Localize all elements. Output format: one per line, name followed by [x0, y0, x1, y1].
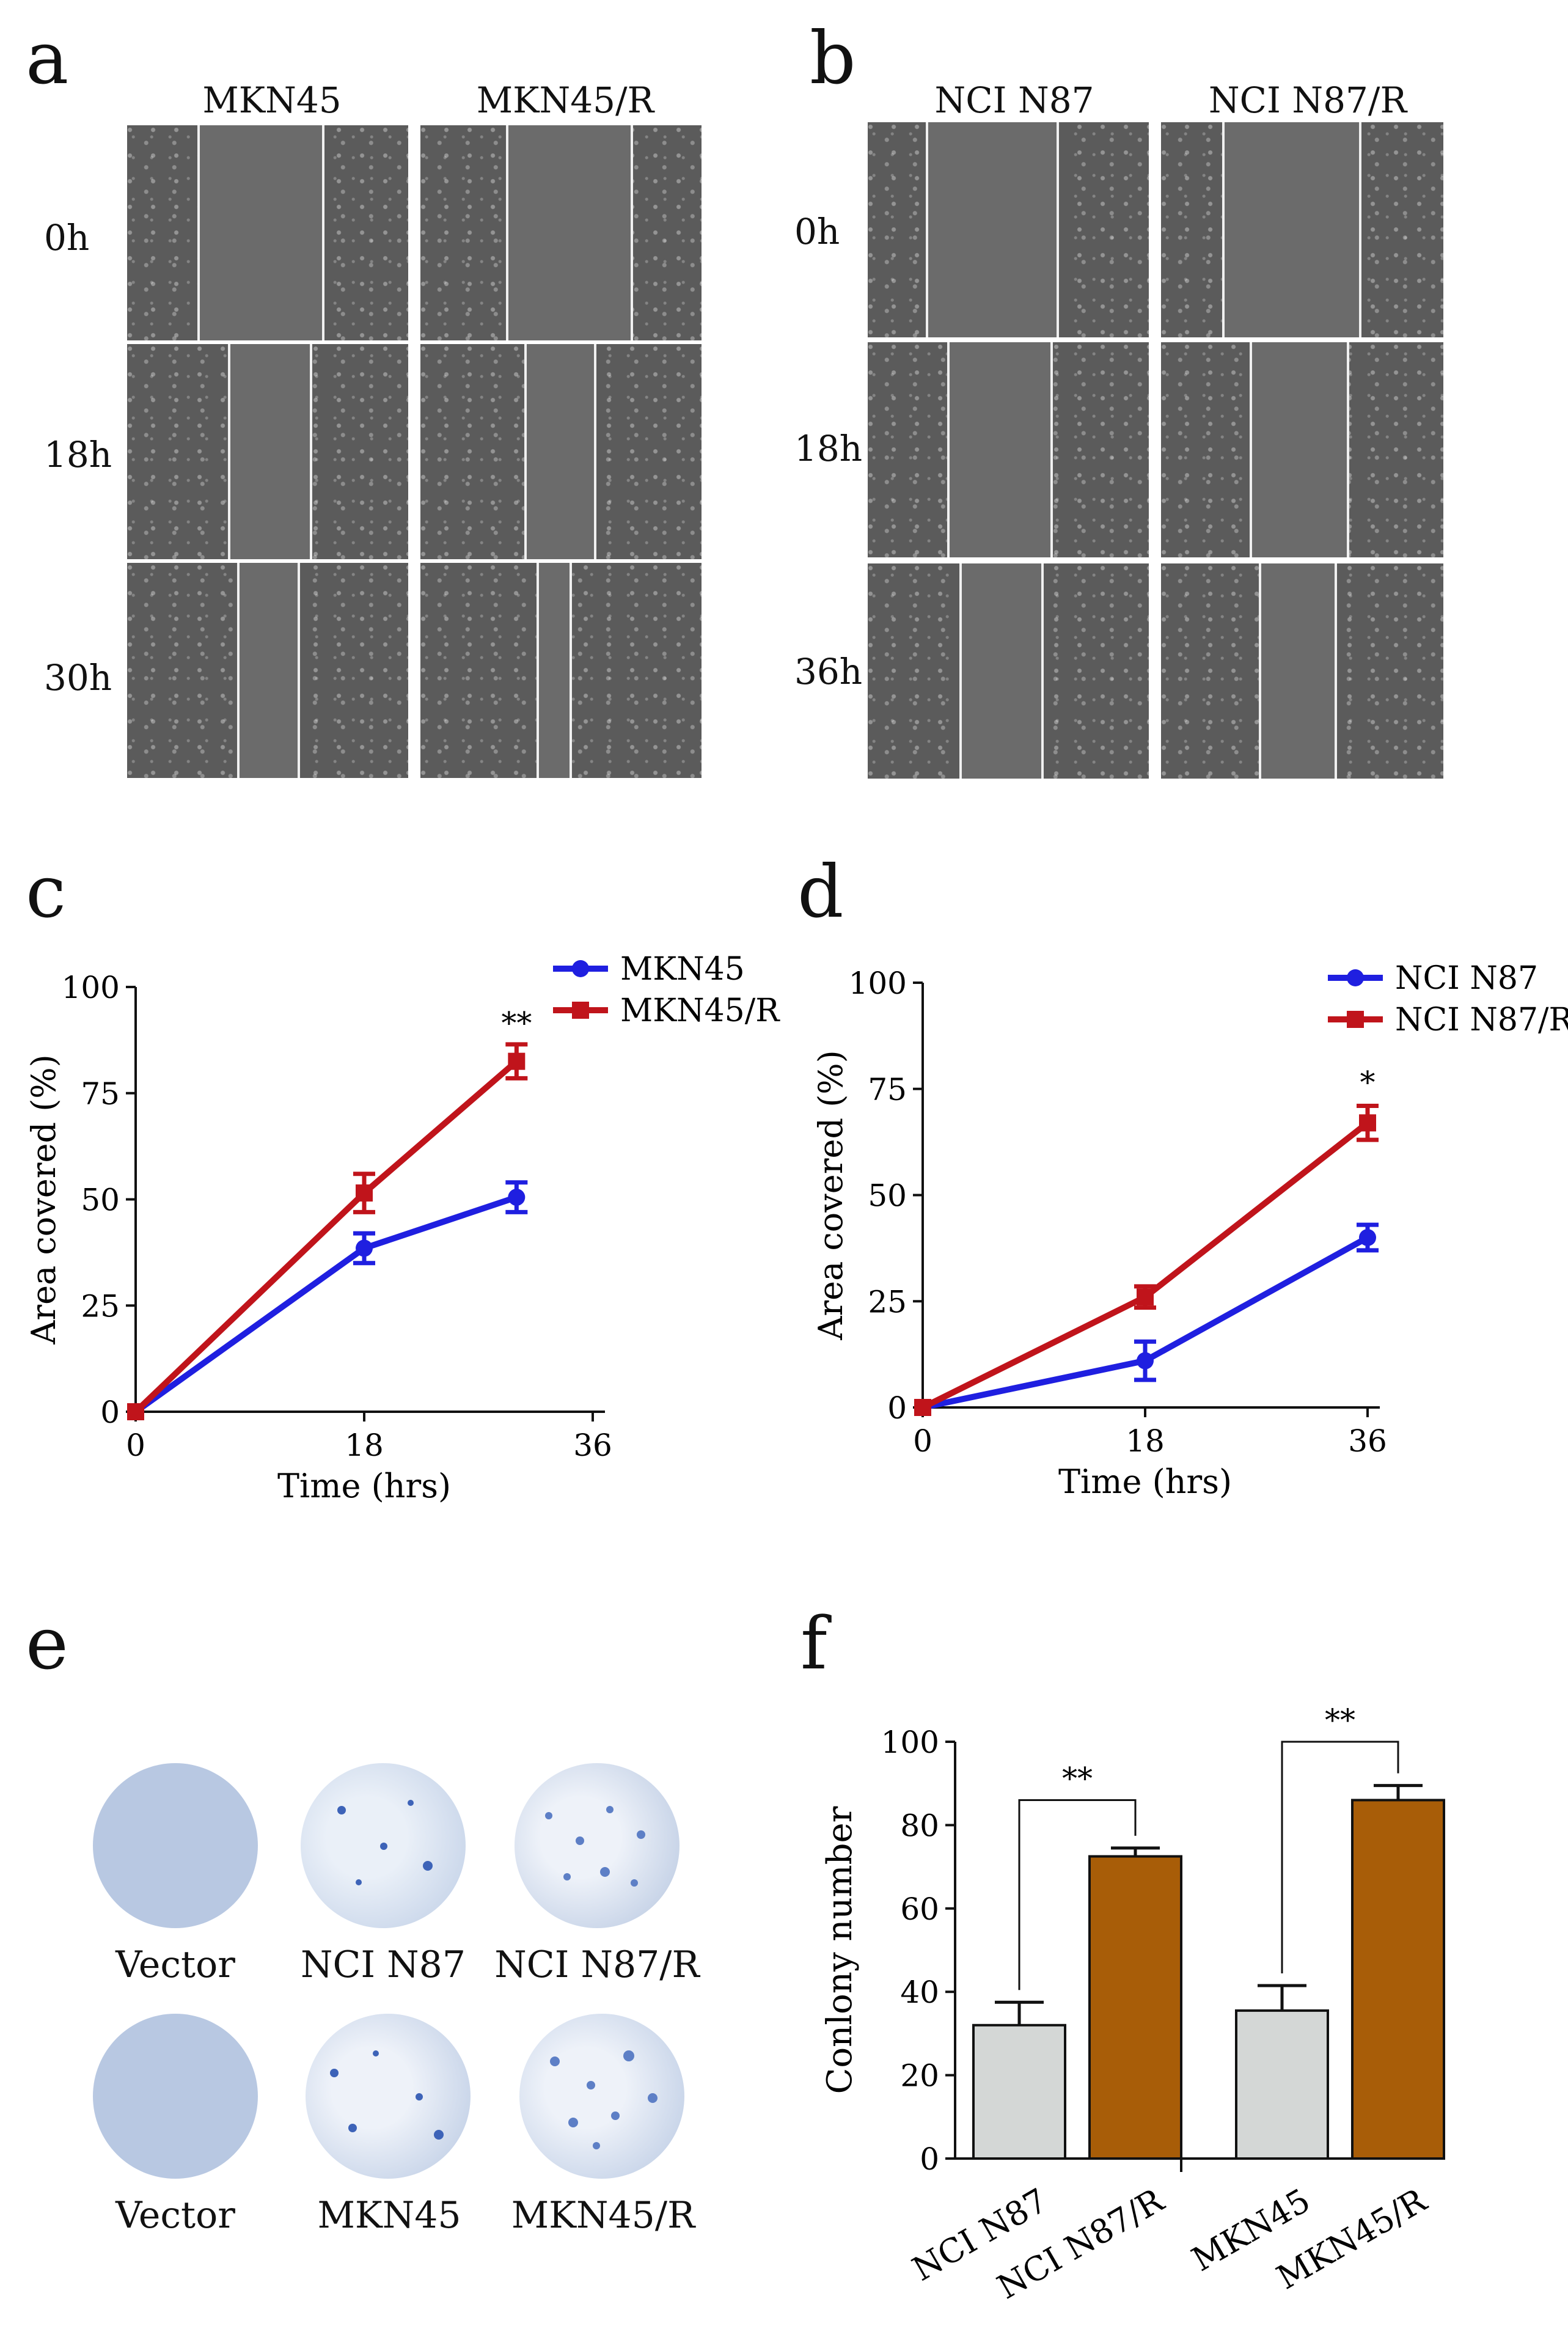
legend-marker — [572, 1002, 589, 1019]
significance-label: ** — [1062, 1761, 1093, 1796]
row-label-0h: 0h — [44, 217, 90, 259]
legend-label: MKN45 — [620, 951, 745, 988]
y-axis-label: Conlony number — [820, 1806, 860, 2094]
dish-label-vector: Vector — [115, 1943, 235, 1986]
y-tick-label: 25 — [868, 1284, 907, 1319]
dish-mkn45 — [306, 2014, 471, 2179]
y-tick-label: 50 — [868, 1178, 907, 1214]
data-point — [127, 1403, 144, 1420]
data-point — [1137, 1352, 1154, 1370]
significance-bracket — [1018, 1799, 1137, 1990]
x-axis-label: Time (hrs) — [277, 1467, 451, 1505]
y-axis-label: Area covered (%) — [24, 1054, 63, 1345]
x-tick-label: 18 — [345, 1428, 384, 1463]
data-point — [1137, 1288, 1154, 1306]
dish-label-vector: Vector — [115, 2194, 235, 2237]
wound-image-mkn45r-0h — [420, 125, 702, 340]
y-tick-label: 0 — [920, 2141, 939, 2177]
significance-label: * — [1360, 1065, 1376, 1101]
x-tick-label: 36 — [573, 1428, 612, 1463]
y-tick-label: 80 — [900, 1808, 939, 1843]
panel-letter-a: a — [26, 16, 69, 100]
legend-label: NCI N87/R — [1395, 1002, 1568, 1038]
column-label-nci-n87: NCI N87 — [934, 79, 1094, 121]
panel-letter-c: c — [26, 849, 67, 934]
column-label-mkn45-r: MKN45/R — [476, 79, 654, 121]
dish-label-mkn45-r: MKN45/R — [511, 2194, 695, 2237]
column-label-mkn45: MKN45 — [202, 79, 342, 121]
line-chart-d: 0 25 50 75 100 0 18 36 Time (hrs) Area covered (%… — [811, 960, 1568, 1501]
dish-vector-top — [93, 1763, 258, 1928]
column-label-nci-n87-r: NCI N87/R — [1208, 79, 1407, 121]
data-point — [356, 1184, 373, 1202]
y-tick-label: 0 — [100, 1395, 120, 1430]
significance-label: ** — [1325, 1703, 1355, 1738]
x-tick-label: 18 — [1126, 1423, 1165, 1459]
y-tick-label: 100 — [62, 970, 120, 1005]
row-label-0h: 0h — [794, 211, 840, 252]
data-point — [1359, 1114, 1376, 1132]
wound-image-ncin87r-0h — [1161, 122, 1443, 337]
wound-image-ncin87-36h — [868, 563, 1149, 779]
y-tick-label: 60 — [900, 1891, 939, 1927]
dish-vector-bottom — [93, 2014, 258, 2179]
data-point — [508, 1052, 526, 1070]
row-label-30h: 30h — [44, 657, 112, 699]
bar-nci-n87 — [972, 2023, 1066, 2160]
dish-mkn45-r — [519, 2014, 684, 2179]
bar-mkn45-r — [1351, 1799, 1445, 2160]
y-tick-label: 40 — [900, 1975, 939, 2010]
x-tick-label: 0 — [913, 1423, 932, 1459]
y-tick-label: 100 — [881, 1725, 939, 1760]
wound-image-ncin87r-18h — [1161, 342, 1443, 557]
data-point — [1359, 1229, 1376, 1246]
y-tick-label: 25 — [81, 1288, 120, 1324]
legend-marker — [1347, 969, 1364, 986]
panel-letter-f: f — [800, 1601, 827, 1686]
wound-image-mkn45r-30h — [420, 563, 702, 778]
bar-mkn45 — [1235, 2009, 1329, 2160]
panel-letter-d: d — [797, 849, 844, 934]
y-tick-label: 75 — [868, 1072, 907, 1107]
panel-letter-b: b — [810, 16, 856, 100]
significance-bracket — [1281, 1741, 1399, 1973]
y-tick-label: 50 — [81, 1183, 120, 1218]
dish-label-mkn45: MKN45 — [317, 2194, 461, 2237]
dish-nci-n87-r — [515, 1763, 680, 1928]
data-point — [914, 1399, 931, 1416]
data-point — [356, 1239, 373, 1257]
y-axis-label: Area covered (%) — [811, 1050, 850, 1340]
line-chart-c: 0 25 50 75 100 0 18 36 Time (hrs) Area covered (%… — [24, 951, 780, 1505]
y-tick-label: 20 — [900, 2058, 939, 2094]
dish-label-nci-n87-r: NCI N87/R — [494, 1943, 700, 1986]
row-label-18h: 18h — [44, 434, 112, 475]
panel-letter-e: e — [26, 1601, 68, 1686]
legend-label: NCI N87 — [1395, 960, 1538, 997]
wound-image-mkn45r-18h — [420, 344, 702, 559]
series-line-mkn45-r — [133, 1058, 519, 1414]
x-axis-label: Time (hrs) — [1058, 1462, 1232, 1501]
wound-image-mkn45-30h — [127, 563, 408, 778]
wound-image-ncin87r-36h — [1161, 563, 1443, 779]
y-tick-label: 100 — [849, 966, 907, 1001]
significance-label: ** — [501, 1005, 532, 1041]
wound-image-mkn45-18h — [127, 344, 408, 559]
x-tick-label: 0 — [126, 1428, 145, 1463]
legend-marker — [1347, 1011, 1364, 1028]
legend-marker — [572, 960, 589, 977]
row-label-18h: 18h — [794, 428, 863, 469]
bar-nci-n87-r — [1088, 1855, 1182, 2160]
wound-image-ncin87-0h — [868, 122, 1149, 337]
x-tick-label: 36 — [1348, 1423, 1387, 1459]
dish-label-nci-n87: NCI N87 — [300, 1943, 466, 1986]
wound-image-ncin87-18h — [868, 342, 1149, 557]
y-tick-label: 0 — [887, 1390, 907, 1426]
y-tick-label: 75 — [81, 1076, 120, 1112]
dish-nci-n87 — [301, 1763, 466, 1928]
wound-image-mkn45-0h — [127, 125, 408, 340]
row-label-36h: 36h — [794, 651, 863, 692]
data-point — [508, 1189, 526, 1206]
legend-label: MKN45/R — [620, 992, 780, 1029]
